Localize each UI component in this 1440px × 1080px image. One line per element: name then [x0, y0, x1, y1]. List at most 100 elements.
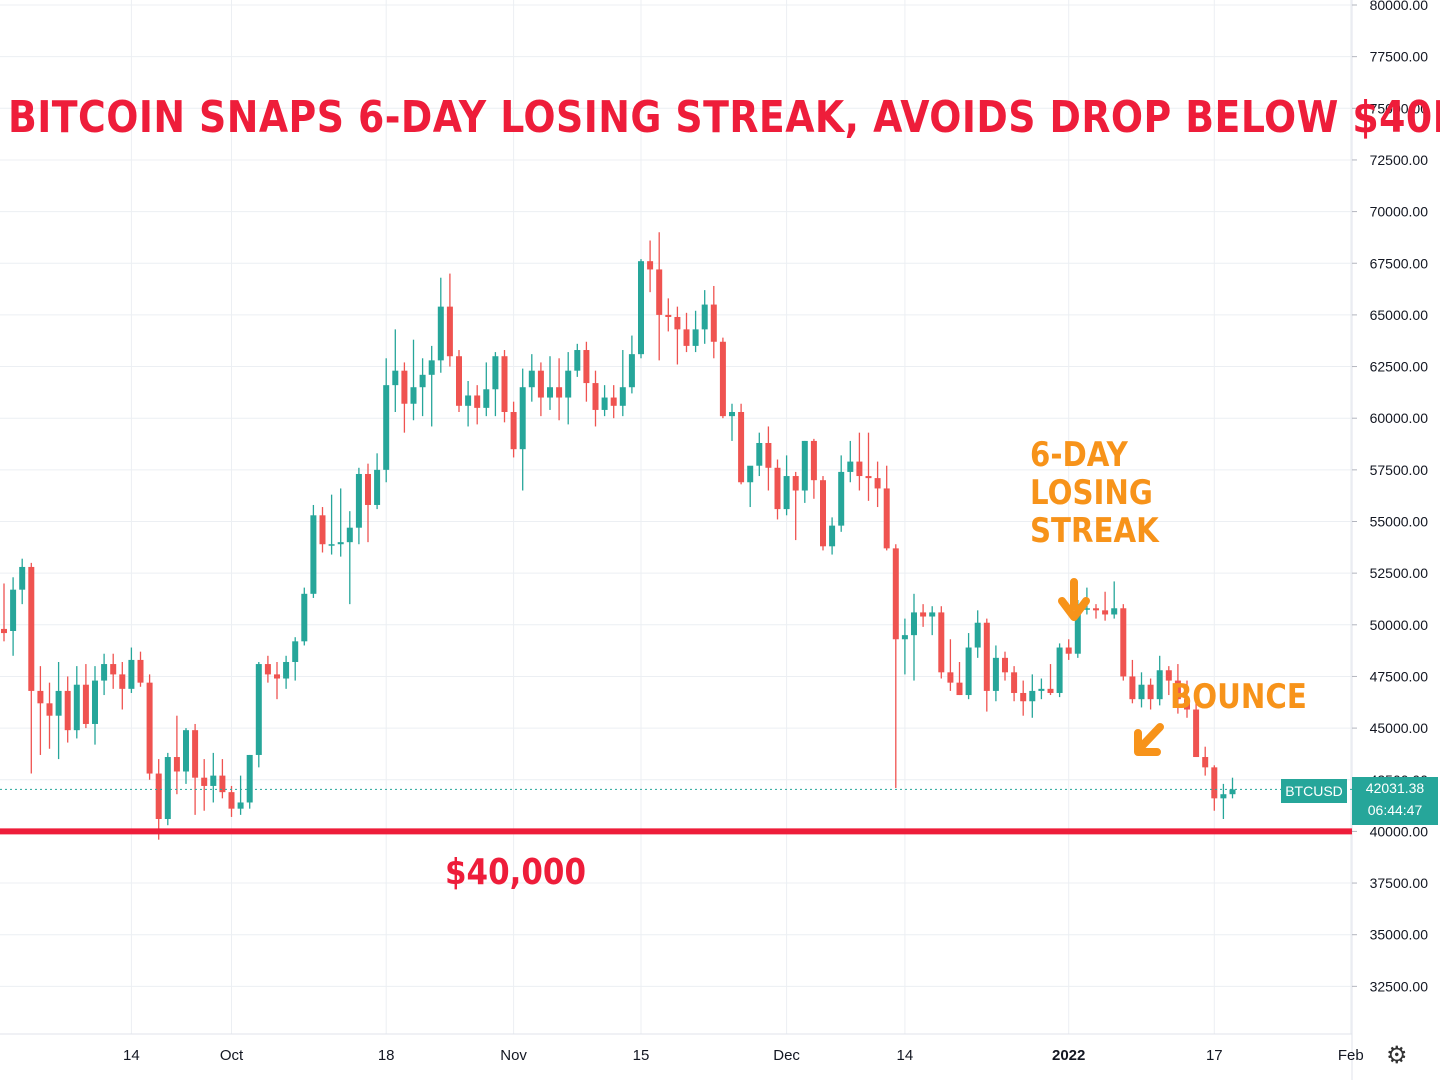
candle: [465, 381, 472, 427]
candle: [46, 682, 53, 749]
candle: [1056, 643, 1063, 698]
candle-body: [501, 356, 508, 413]
candle: [392, 329, 399, 413]
time-tick-label: 14: [123, 1047, 140, 1064]
candle-body: [537, 370, 544, 398]
candle-body: [1193, 709, 1200, 758]
candle: [492, 352, 499, 417]
price-tick-label: 60000.00: [1370, 410, 1429, 426]
candle-body: [683, 329, 690, 346]
candle: [428, 345, 435, 427]
candle-body: [647, 261, 654, 270]
candle-body: [465, 395, 472, 406]
candle-body: [337, 542, 344, 545]
candle: [319, 507, 326, 553]
losing-streak-line-2: LOSING: [1030, 473, 1153, 513]
candle-body: [838, 471, 845, 526]
gear-icon[interactable]: ⚙: [1386, 1042, 1408, 1069]
bounce-arrow-icon: [1134, 723, 1164, 756]
candle-body: [565, 370, 572, 398]
price-tick-label: 57500.00: [1370, 462, 1429, 478]
candle: [820, 476, 826, 551]
candle-body: [965, 647, 972, 696]
candle-body: [374, 469, 381, 505]
candle-body: [146, 682, 153, 774]
candle: [446, 273, 453, 367]
price-tick-label: 47500.00: [1370, 668, 1429, 684]
candle: [155, 759, 162, 840]
candle: [1229, 777, 1236, 799]
time-axis[interactable]: 14 Oct 18 Nov 15 Dec 14 2022 17 Feb: [123, 1047, 1364, 1064]
candle-body: [110, 664, 117, 675]
price-tick-label: 67500.00: [1370, 255, 1429, 271]
candle-body: [583, 350, 590, 384]
candle: [992, 645, 999, 702]
candle-body: [246, 754, 253, 803]
candle: [1065, 639, 1072, 660]
candle: [255, 661, 262, 768]
candle-body: [765, 442, 772, 468]
price-tick-label: 70000.00: [1370, 204, 1429, 220]
candle-body: [401, 370, 408, 404]
candle: [274, 661, 280, 700]
candle: [710, 285, 717, 359]
candle: [119, 661, 126, 710]
candle: [638, 259, 644, 359]
candle-body: [665, 314, 672, 317]
candle-body: [619, 387, 626, 406]
candle: [947, 639, 954, 691]
candle-body: [319, 515, 326, 545]
candle-body: [1165, 670, 1172, 681]
candle: [901, 618, 908, 675]
candle-body: [82, 684, 89, 724]
candle-body: [365, 473, 371, 505]
candle-body: [547, 387, 553, 398]
candle-body: [101, 664, 108, 681]
candle-body: [301, 593, 308, 642]
candle: [892, 544, 899, 789]
candle: [401, 362, 408, 433]
candle: [292, 637, 299, 681]
candle: [1193, 701, 1200, 758]
candle-body: [610, 397, 617, 406]
candle-body: [801, 440, 808, 491]
candle: [64, 676, 71, 743]
candle: [1211, 765, 1218, 811]
candle-body: [46, 703, 53, 716]
candle: [583, 341, 590, 402]
candle: [965, 633, 972, 700]
candle: [1138, 672, 1145, 708]
candle-body: [947, 672, 954, 683]
candle: [619, 350, 626, 417]
candle-body: [1147, 684, 1154, 700]
candle-body: [783, 476, 790, 510]
candle: [874, 461, 881, 508]
candle: [574, 343, 581, 377]
losing-streak-note: 6-DAY LOSING STREAK: [1030, 436, 1159, 550]
price-tick-label: 77500.00: [1370, 49, 1429, 65]
candle-body: [528, 370, 535, 388]
candle-body: [1156, 670, 1163, 700]
candle-body: [1184, 699, 1190, 710]
candle: [829, 517, 836, 555]
candle-body: [1002, 657, 1008, 673]
candle-body: [456, 356, 462, 406]
candle-body: [328, 544, 335, 546]
candle-body: [992, 657, 999, 691]
price-tick-label: 40000.00: [1370, 823, 1429, 839]
candle: [173, 715, 180, 795]
candle-body: [810, 440, 817, 481]
candle-body: [1102, 610, 1109, 615]
grid: [0, 0, 1352, 1034]
symbol-badge[interactable]: BTCUSD: [1281, 779, 1347, 803]
candle-body: [237, 802, 244, 809]
price-axis[interactable]: 32500.0035000.0037500.0040000.0042500.00…: [1352, 0, 1428, 994]
candle: [101, 653, 108, 696]
candle: [164, 752, 171, 826]
candle: [210, 752, 217, 803]
candle-body: [601, 397, 608, 410]
time-tick-label: Oct: [220, 1047, 244, 1064]
candle: [73, 666, 80, 739]
candle-body: [73, 684, 80, 731]
